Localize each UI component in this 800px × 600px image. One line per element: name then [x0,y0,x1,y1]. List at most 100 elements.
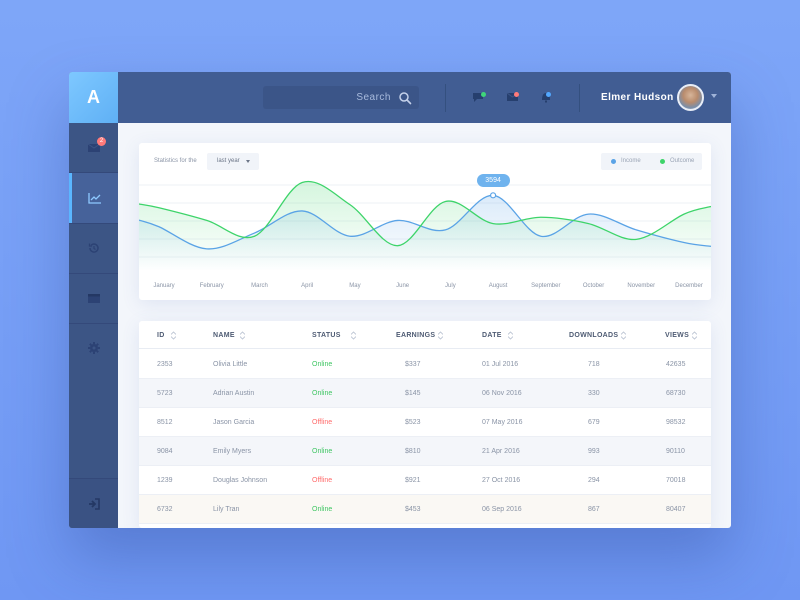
sidebar-item-settings[interactable] [69,323,118,373]
sidebar-item-statistics[interactable] [69,173,118,223]
sidebar-item-history[interactable] [69,223,118,273]
period-select[interactable]: last year [207,153,259,170]
app-logo[interactable]: A [69,72,118,123]
chart-legend: Income Outcome [601,153,702,170]
cell-name: Douglas Johnson [213,477,268,484]
cell-downloads: 330 [588,390,600,397]
column-header-downloads[interactable]: DOWNLOADS [569,332,619,339]
cell-date: 27 Oct 2016 [482,477,521,484]
cell-name: Olivia Little [213,361,248,368]
sidebar-item-messages[interactable]: 2 [69,123,118,173]
table-row[interactable]: 1239 Douglas Johnson Offline $921 27 Oct… [139,466,711,495]
cell-id: 2353 [157,361,173,368]
income-line[interactable] [139,194,711,250]
sort-icon[interactable] [692,331,697,340]
x-axis-label: February [199,283,224,289]
cell-views: 90110 [666,448,685,455]
sidebar-divider [69,323,118,324]
cell-earnings: $523 [405,419,421,426]
sort-icon[interactable] [621,331,626,340]
table-row[interactable]: 2353 Olivia Little Online $337 01 Jul 20… [139,350,711,379]
logout-button[interactable] [69,478,118,528]
column-header-earnings[interactable]: EARNINGS [396,332,436,339]
sort-icon[interactable] [438,331,443,340]
topbar-divider [579,84,580,112]
top-bar: A Search Elmer Hudson [69,72,731,123]
cell-date: 21 Apr 2016 [482,448,520,455]
table-row[interactable]: 8512 Jason Garcia Offline $523 07 May 20… [139,408,711,437]
x-axis-label: April [301,283,314,289]
sort-icon[interactable] [240,331,245,340]
cell-id: 8512 [157,419,173,426]
income-legend-label[interactable]: Income [621,158,641,164]
avatar[interactable] [677,84,704,111]
period-value: last year [217,158,240,164]
cell-views: 70018 [666,477,686,484]
logout-icon [88,497,100,510]
cell-date: 07 May 2016 [482,419,523,426]
statistics-card: Statistics for the last year Income Outc… [139,143,711,300]
notification-badge: 2 [97,137,106,146]
calendar-icon [87,294,100,303]
table-row[interactable]: 5723 Adrian Austin Online $145 06 Nov 20… [139,379,711,408]
search-input[interactable]: Search [263,86,419,109]
cell-name: Jason Garcia [213,419,255,426]
column-header-date[interactable]: DATE [482,332,502,339]
cell-date: 06 Sep 2016 [482,506,522,513]
column-header-name[interactable]: NAME [213,332,235,339]
outcome-legend-dot [660,159,665,164]
sort-icon[interactable] [171,331,176,340]
cell-views: 98532 [666,419,686,426]
cell-status: Online [312,506,333,513]
mail-icon[interactable] [505,90,521,104]
chat-notification-dot [481,92,486,97]
search-placeholder: Search [356,92,391,103]
cell-id: 5723 [157,390,173,397]
mail-icon [87,143,100,152]
cell-downloads: 294 [588,477,600,484]
sidebar-divider [69,172,118,173]
chat-icon[interactable] [471,90,487,104]
sidebar-item-calendar[interactable] [69,273,118,323]
gear-icon [87,342,100,354]
data-table: ID NAME STATUS EARNINGS DATE DOWNLOADS V… [139,321,711,528]
chart-tooltip: 3594 [476,174,510,188]
table-row[interactable]: 9084 Emily Myers Online $810 21 Apr 2016… [139,437,711,466]
x-axis-label: September [531,283,561,289]
column-header-id[interactable]: ID [157,332,165,339]
highlight-point[interactable] [489,192,497,199]
x-axis-label: January [153,283,175,289]
cell-status: Online [312,390,333,397]
bell-notification-dot [546,92,551,97]
chevron-down-icon[interactable] [711,94,717,98]
sort-icon[interactable] [351,331,356,340]
x-axis-label: November [627,283,656,289]
cell-id: 1239 [157,477,173,484]
cell-earnings: $337 [405,361,421,368]
column-header-status[interactable]: STATUS [312,332,341,339]
cell-status: Online [312,448,333,455]
user-name[interactable]: Elmer Hudson [601,92,674,103]
income-legend-dot [611,159,616,164]
column-header-views[interactable]: VIEWS [665,332,690,339]
chart-icon [88,193,101,204]
mail-notification-dot [514,92,519,97]
x-axis-label: June [396,283,410,289]
table-row[interactable]: 6732 Lily Tran Online $453 06 Sep 2016 8… [139,495,711,524]
x-axis-label: December [675,283,703,289]
cell-views: 80407 [666,506,686,513]
cell-id: 6732 [157,506,173,513]
cell-name: Emily Myers [213,448,252,455]
outcome-legend-label[interactable]: Outcome [670,158,695,164]
cell-date: 01 Jul 2016 [482,361,519,368]
outcome-line[interactable] [139,180,711,247]
cell-downloads: 718 [588,361,600,368]
sort-icon[interactable] [508,331,513,340]
search-icon[interactable] [398,91,412,105]
cell-views: 68730 [666,390,686,397]
sidebar-divider [69,223,118,224]
table-header: ID NAME STATUS EARNINGS DATE DOWNLOADS V… [139,321,711,349]
cell-views: 42635 [666,361,686,368]
statistics-label: Statistics for the [154,158,197,164]
cell-date: 06 Nov 2016 [482,390,522,397]
